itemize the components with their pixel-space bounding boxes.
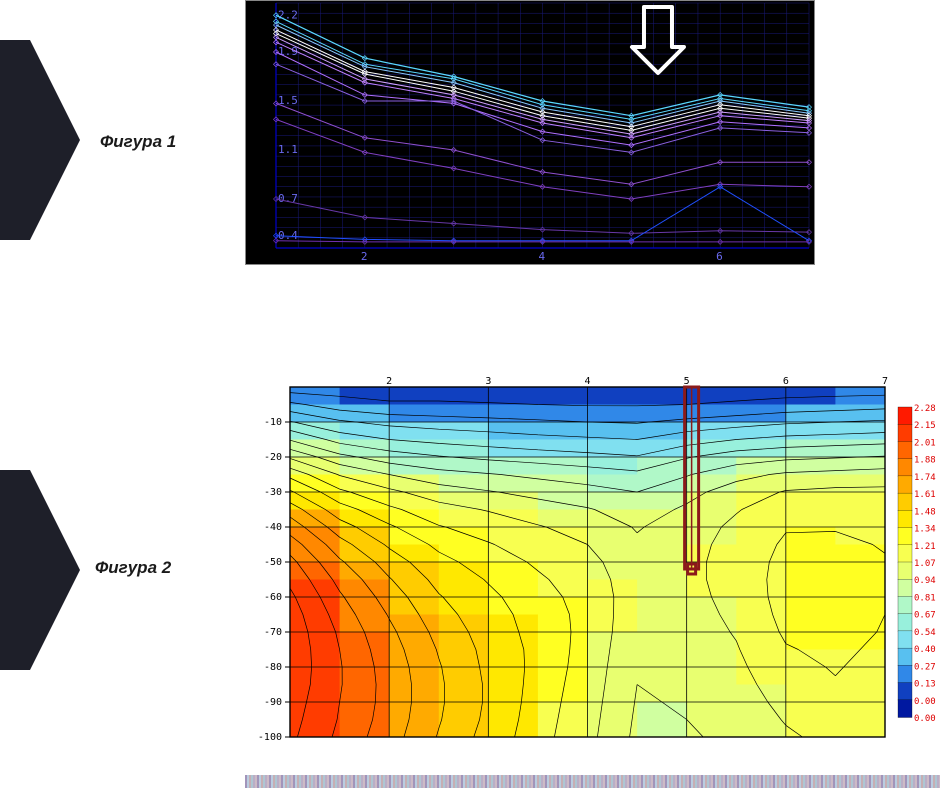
svg-text:-10: -10: [264, 417, 282, 428]
noise-strip: [245, 775, 940, 788]
svg-text:1.1: 1.1: [278, 143, 298, 156]
svg-text:0.13: 0.13: [914, 680, 936, 690]
svg-text:1.9: 1.9: [278, 45, 298, 58]
svg-text:-20: -20: [264, 452, 282, 463]
svg-text:2: 2: [386, 376, 392, 387]
svg-text:7: 7: [882, 376, 888, 387]
contour-heatmap: 2 3 4 5 6 7 -10 -20 -30 -40 -50 -60 -70 -80 -90 -100 2.2…: [245, 373, 940, 743]
svg-text:0.00: 0.00: [914, 714, 936, 724]
svg-text:0.54: 0.54: [914, 628, 936, 638]
svg-text:1.07: 1.07: [914, 559, 936, 569]
svg-text:2: 2: [361, 250, 368, 263]
svg-text:-90: -90: [264, 697, 282, 708]
svg-text:1.61: 1.61: [914, 490, 936, 500]
svg-text:0.4: 0.4: [278, 229, 298, 242]
svg-text:3: 3: [485, 376, 491, 387]
svg-text:1.34: 1.34: [914, 525, 936, 535]
svg-text:2.01: 2.01: [914, 438, 936, 448]
svg-text:0.27: 0.27: [914, 662, 936, 672]
svg-text:-60: -60: [264, 592, 282, 603]
svg-text:0.40: 0.40: [914, 645, 936, 655]
svg-text:6: 6: [783, 376, 789, 387]
svg-text:-70: -70: [264, 627, 282, 638]
svg-text:2.2: 2.2: [278, 8, 298, 21]
svg-text:0.67: 0.67: [914, 611, 936, 621]
figure-1-label: Фигура 1: [100, 132, 176, 152]
line-chart: 0.40.71.11.51.92.2246: [246, 1, 814, 264]
svg-text:0.00: 0.00: [914, 697, 936, 707]
svg-text:0.94: 0.94: [914, 576, 936, 586]
svg-text:5: 5: [684, 376, 690, 387]
svg-text:1.48: 1.48: [914, 507, 936, 517]
chevron-decoration-1: [0, 40, 30, 240]
svg-text:1.74: 1.74: [914, 473, 936, 483]
chevron-decoration-2: [0, 470, 30, 670]
svg-text:1.21: 1.21: [914, 542, 936, 552]
svg-text:-40: -40: [264, 522, 282, 533]
svg-text:-30: -30: [264, 487, 282, 498]
svg-text:-80: -80: [264, 662, 282, 673]
svg-text:4: 4: [585, 376, 591, 387]
chart-2: 2 3 4 5 6 7 -10 -20 -30 -40 -50 -60 -70 -80 -90 -100 2.2…: [245, 373, 940, 743]
svg-text:-100: -100: [258, 732, 282, 743]
chart-1: 0.40.71.11.51.92.2246: [245, 0, 815, 265]
svg-text:-50: -50: [264, 557, 282, 568]
svg-text:4: 4: [539, 250, 546, 263]
svg-text:6: 6: [716, 250, 723, 263]
svg-text:2.15: 2.15: [914, 421, 936, 431]
svg-text:0.81: 0.81: [914, 593, 936, 603]
figure-2-label: Фигура 2: [95, 558, 171, 578]
svg-text:1.88: 1.88: [914, 456, 936, 466]
svg-text:2.28: 2.28: [914, 404, 936, 414]
